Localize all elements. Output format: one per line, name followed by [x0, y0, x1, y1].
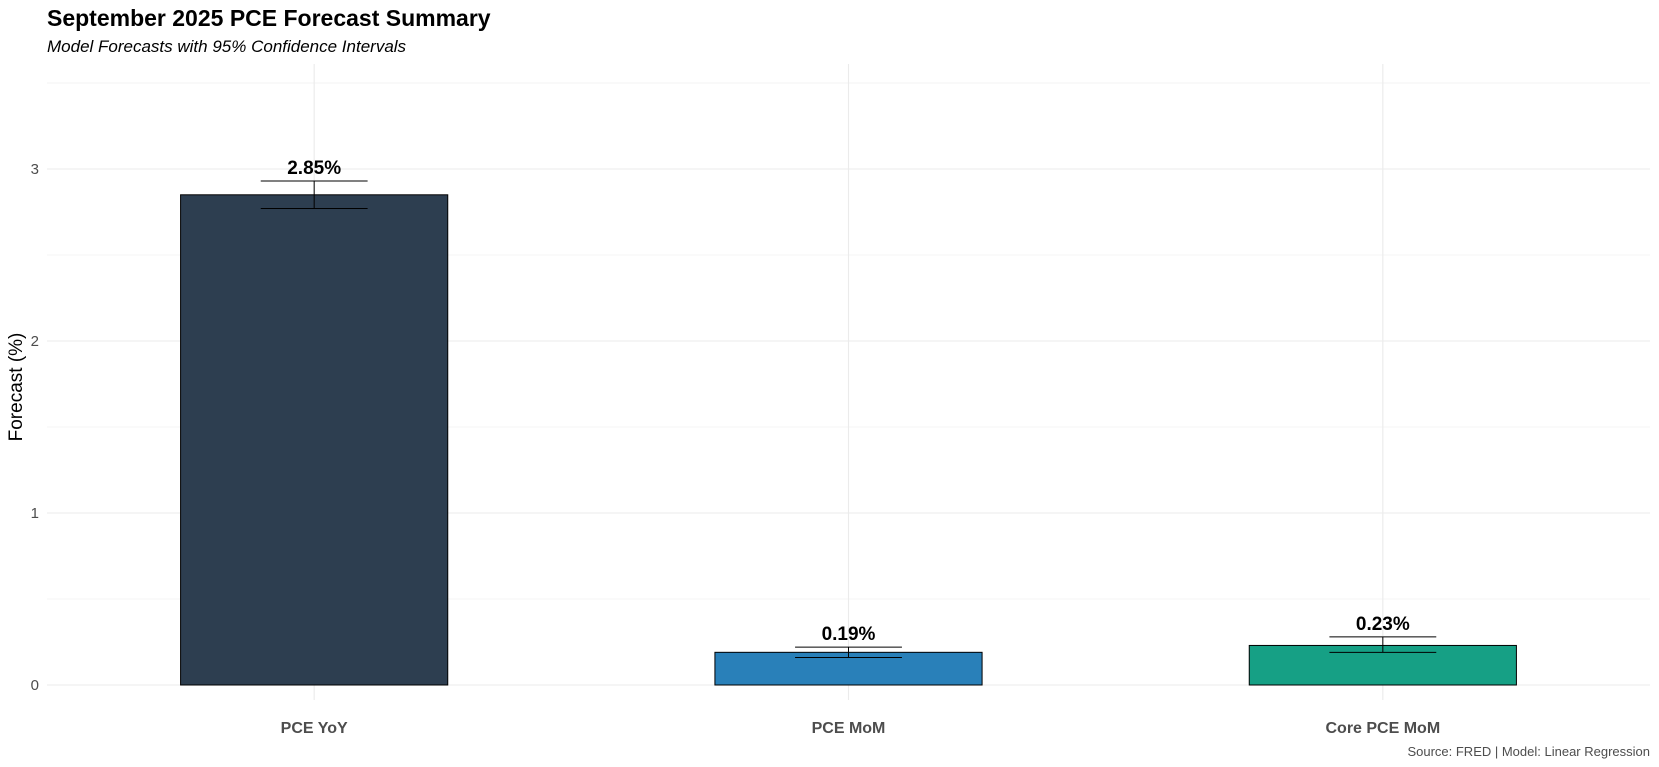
x-axis-ticks: PCE YoY PCE MoM Core PCE MoM: [281, 720, 1440, 737]
error-bars: [260, 180, 1437, 658]
data-label: 2.85%: [287, 158, 341, 179]
y-tick-label: 0: [31, 677, 39, 694]
error-bar: [795, 646, 902, 658]
data-label: 0.19%: [822, 624, 876, 645]
x-tick-label: Core PCE MoM: [1325, 720, 1440, 737]
y-tick-label: 3: [31, 161, 39, 178]
y-axis-title: Forecast (%): [6, 333, 27, 442]
y-tick-label: 2: [31, 333, 39, 350]
chart-title: September 2025 PCE Forecast Summary: [47, 5, 491, 31]
chart-subtitle: Model Forecasts with 95% Confidence Inte…: [47, 37, 407, 56]
error-bar: [260, 180, 368, 210]
x-tick-label: PCE MoM: [812, 720, 886, 737]
caption: Source: FRED | Model: Linear Regression: [1407, 744, 1650, 759]
bar: [180, 194, 449, 686]
error-bar: [1329, 636, 1437, 653]
x-tick-label: PCE YoY: [281, 720, 348, 737]
y-axis-ticks: 0 1 2 3: [31, 161, 39, 694]
data-label: 0.23%: [1356, 614, 1410, 635]
data-labels: 2.85% 0.19% 0.23%: [287, 158, 1410, 645]
y-tick-label: 1: [31, 505, 39, 522]
